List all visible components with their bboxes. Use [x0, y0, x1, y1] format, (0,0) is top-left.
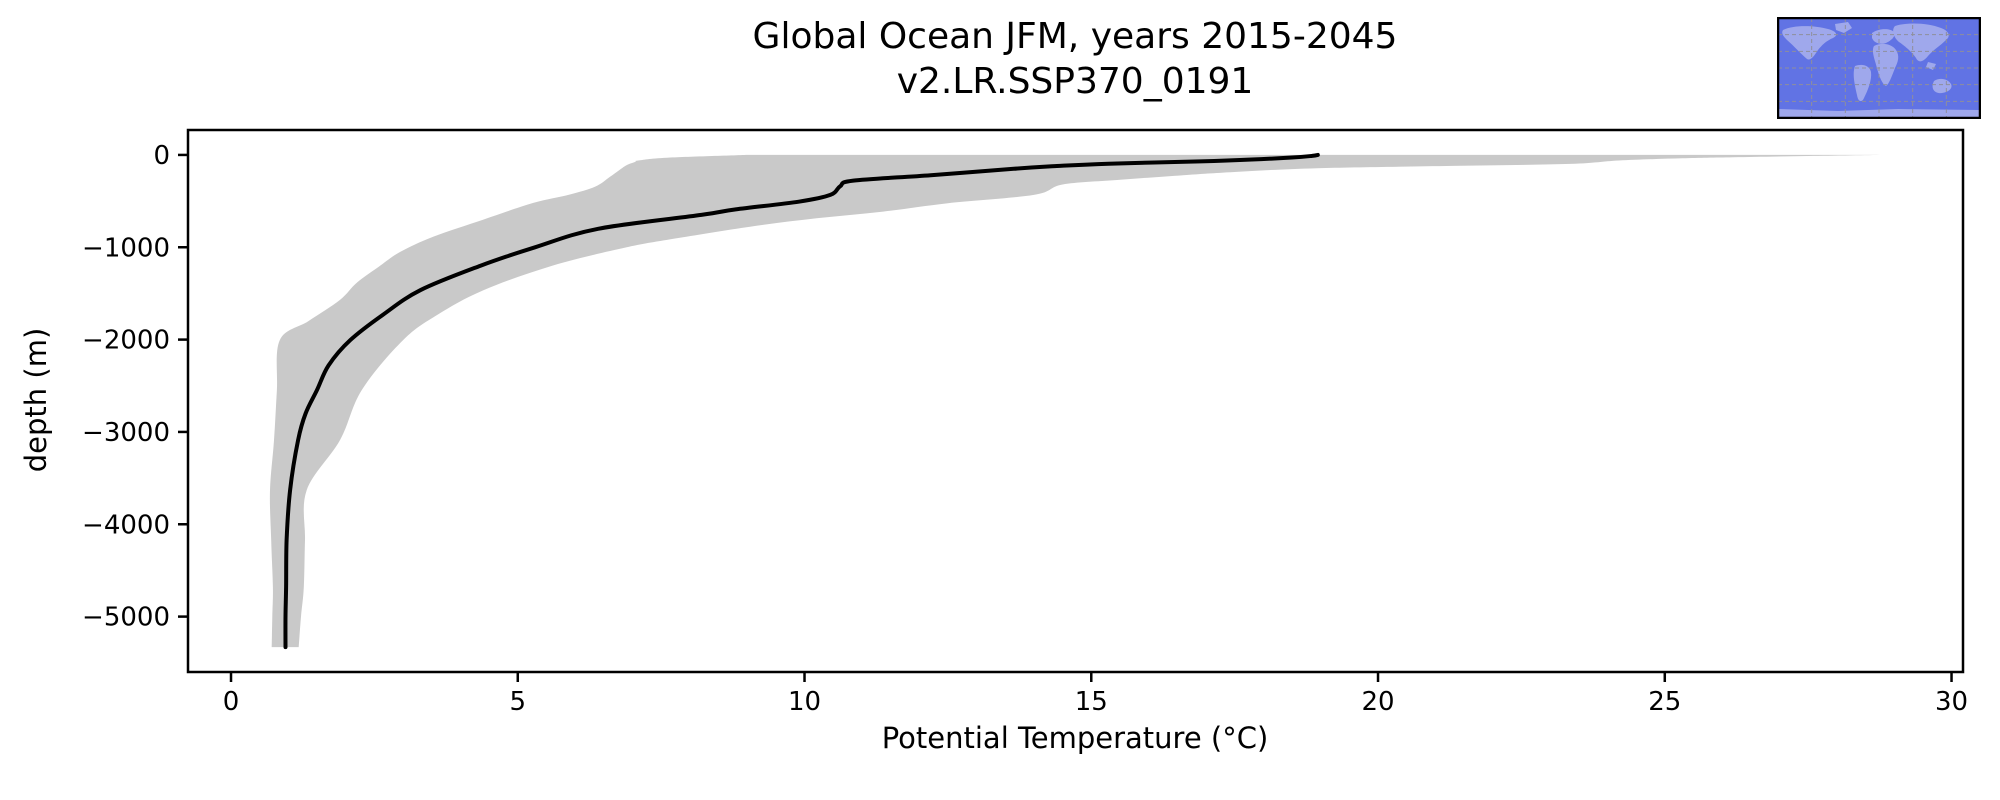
mean-line-layer [283, 152, 1320, 650]
mean-profile-line [283, 152, 1320, 650]
y-tick-label: −1000 [82, 233, 170, 263]
inset-graticule [1778, 18, 1980, 118]
y-tick-label: −3000 [82, 418, 170, 448]
envelope-band [269, 154, 1883, 648]
y-tick-label: −5000 [82, 603, 170, 633]
x-tick-label: 0 [223, 687, 240, 717]
continent-asia [1893, 23, 1949, 62]
x-tick-label: 10 [788, 687, 821, 717]
continent-south-america [1853, 64, 1872, 102]
world-map-inset [1777, 17, 1981, 119]
chart-title-line1: Global Ocean JFM, years 2015-2045 [753, 16, 1398, 57]
continent-europe [1872, 29, 1895, 44]
x-tick-label: 25 [1648, 687, 1681, 717]
x-tick-label: 30 [1935, 687, 1968, 717]
axes-layer: 0 5 10 15 20 25 30 0 −1000 −2000 −3000 −4000 −5000 [82, 128, 1968, 717]
x-tick-label: 15 [1075, 687, 1108, 717]
y-tick-label: −4000 [82, 510, 170, 540]
envelope-band-layer [269, 154, 1883, 648]
plot-spines [186, 128, 1965, 674]
x-tick-label: 5 [509, 687, 526, 717]
inset-border [1777, 17, 1981, 119]
y-tick-label: 0 [153, 141, 170, 171]
y-axis-label: depth (m) [19, 328, 53, 473]
continent-greenland [1835, 22, 1852, 33]
chart-title-line2: v2.LR.SSP370_0191 [897, 61, 1254, 102]
x-tick-label: 20 [1361, 687, 1394, 717]
x-axis-label: Potential Temperature (°C) [882, 721, 1269, 755]
y-tick-label: −2000 [82, 326, 170, 356]
